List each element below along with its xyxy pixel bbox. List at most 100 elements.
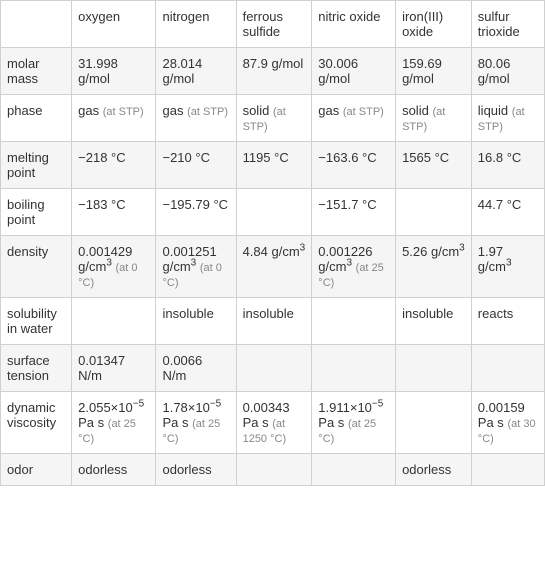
cell-value: odorless <box>162 462 211 477</box>
table-row: density0.001429 g/cm3 (at 0 °C)0.001251 … <box>1 236 545 298</box>
cell: −163.6 °C <box>312 142 396 189</box>
cell: 4.84 g/cm3 <box>236 236 312 298</box>
cell <box>312 454 396 486</box>
cell-value: insoluble <box>162 306 213 321</box>
cell: 31.998 g/mol <box>72 48 156 95</box>
cell-value: 87.9 g/mol <box>243 56 304 71</box>
cell <box>396 345 472 392</box>
cell <box>396 392 472 454</box>
cell: 2.055×10−5 Pa s (at 25 °C) <box>72 392 156 454</box>
cell: 1.78×10−5 Pa s (at 25 °C) <box>156 392 236 454</box>
cell <box>312 298 396 345</box>
column-header: nitric oxide <box>312 1 396 48</box>
cell: 0.001226 g/cm3 (at 25 °C) <box>312 236 396 298</box>
row-header: surface tension <box>1 345 72 392</box>
row-header: boiling point <box>1 189 72 236</box>
cell: 80.06 g/mol <box>471 48 544 95</box>
properties-table: oxygennitrogenferrous sulfidenitric oxid… <box>0 0 545 486</box>
table-row: molar mass31.998 g/mol 28.014 g/mol 87.9 g… <box>1 48 545 95</box>
cell <box>72 298 156 345</box>
cell: 16.8 °C <box>471 142 544 189</box>
cell-value: 1195 °C <box>243 150 289 165</box>
cell-value: solid <box>402 103 429 118</box>
cell-value: gas <box>78 103 99 118</box>
table-body: molar mass31.998 g/mol 28.014 g/mol 87.9 g… <box>1 48 545 486</box>
cell-value: 1.97 g/cm3 <box>478 244 512 274</box>
cell-value: 28.014 g/mol <box>162 56 202 86</box>
cell: 1.911×10−5 Pa s (at 25 °C) <box>312 392 396 454</box>
cell <box>236 189 312 236</box>
row-header: solubility in water <box>1 298 72 345</box>
cell: solid (at STP) <box>396 95 472 142</box>
cell: 28.014 g/mol <box>156 48 236 95</box>
cell-value: insoluble <box>243 306 294 321</box>
cell: 87.9 g/mol <box>236 48 312 95</box>
cell: gas (at STP) <box>72 95 156 142</box>
cell: −218 °C <box>72 142 156 189</box>
cell: 0.001429 g/cm3 (at 0 °C) <box>72 236 156 298</box>
cell: odorless <box>396 454 472 486</box>
cell <box>236 345 312 392</box>
table-row: phasegas (at STP)gas (at STP)solid (at S… <box>1 95 545 142</box>
cell-value: 44.7 °C <box>478 197 522 212</box>
column-header: sulfur trioxide <box>471 1 544 48</box>
table-row: odor odorless odorless odorless <box>1 454 545 486</box>
cell-value: −183 °C <box>78 197 125 212</box>
cell-value: gas <box>318 103 339 118</box>
column-header: nitrogen <box>156 1 236 48</box>
row-header: dynamic viscosity <box>1 392 72 454</box>
cell-value: −151.7 °C <box>318 197 376 212</box>
cell: −151.7 °C <box>312 189 396 236</box>
row-header: phase <box>1 95 72 142</box>
cell: −210 °C <box>156 142 236 189</box>
cell <box>312 345 396 392</box>
cell: odorless <box>156 454 236 486</box>
cell: reacts <box>471 298 544 345</box>
cell: 44.7 °C <box>471 189 544 236</box>
cell-sub: (at STP) <box>343 106 384 118</box>
corner-cell <box>1 1 72 48</box>
cell: 30.006 g/mol <box>312 48 396 95</box>
cell: −195.79 °C <box>156 189 236 236</box>
cell-value: reacts <box>478 306 513 321</box>
cell <box>396 189 472 236</box>
cell-value: 1565 °C <box>402 150 449 165</box>
cell-value: 0.01347 N/m <box>78 353 125 383</box>
table-row: boiling point −183 °C −195.79 °C −151.7 °C 4… <box>1 189 545 236</box>
cell-value: gas <box>162 103 183 118</box>
table-row: dynamic viscosity2.055×10−5 Pa s (at 25 … <box>1 392 545 454</box>
cell: 0.00159 Pa s (at 30 °C) <box>471 392 544 454</box>
cell-value: 31.998 g/mol <box>78 56 118 86</box>
cell-value: 16.8 °C <box>478 150 522 165</box>
cell: gas (at STP) <box>156 95 236 142</box>
cell: gas (at STP) <box>312 95 396 142</box>
table-row: melting point −218 °C −210 °C 1195 °C −163.6… <box>1 142 545 189</box>
cell <box>236 454 312 486</box>
row-header: molar mass <box>1 48 72 95</box>
cell: 1565 °C <box>396 142 472 189</box>
cell: insoluble <box>236 298 312 345</box>
column-header: oxygen <box>72 1 156 48</box>
cell: odorless <box>72 454 156 486</box>
cell: liquid (at STP) <box>471 95 544 142</box>
cell-value: odorless <box>402 462 451 477</box>
cell: solid (at STP) <box>236 95 312 142</box>
cell: 0.001251 g/cm3 (at 0 °C) <box>156 236 236 298</box>
table-row: solubility in water insoluble insoluble ins… <box>1 298 545 345</box>
cell-value: odorless <box>78 462 127 477</box>
cell: 1.97 g/cm3 <box>471 236 544 298</box>
cell-value: 0.0066 N/m <box>162 353 202 383</box>
cell-value: liquid <box>478 103 508 118</box>
table-row: surface tension0.01347 N/m 0.0066 N/m <box>1 345 545 392</box>
cell: insoluble <box>156 298 236 345</box>
row-header: odor <box>1 454 72 486</box>
column-header: iron(III) oxide <box>396 1 472 48</box>
header-row: oxygennitrogenferrous sulfidenitric oxid… <box>1 1 545 48</box>
row-header: density <box>1 236 72 298</box>
cell-value: −218 °C <box>78 150 125 165</box>
cell: 0.01347 N/m <box>72 345 156 392</box>
cell: 5.26 g/cm3 <box>396 236 472 298</box>
cell-value: insoluble <box>402 306 453 321</box>
row-header: melting point <box>1 142 72 189</box>
cell: insoluble <box>396 298 472 345</box>
